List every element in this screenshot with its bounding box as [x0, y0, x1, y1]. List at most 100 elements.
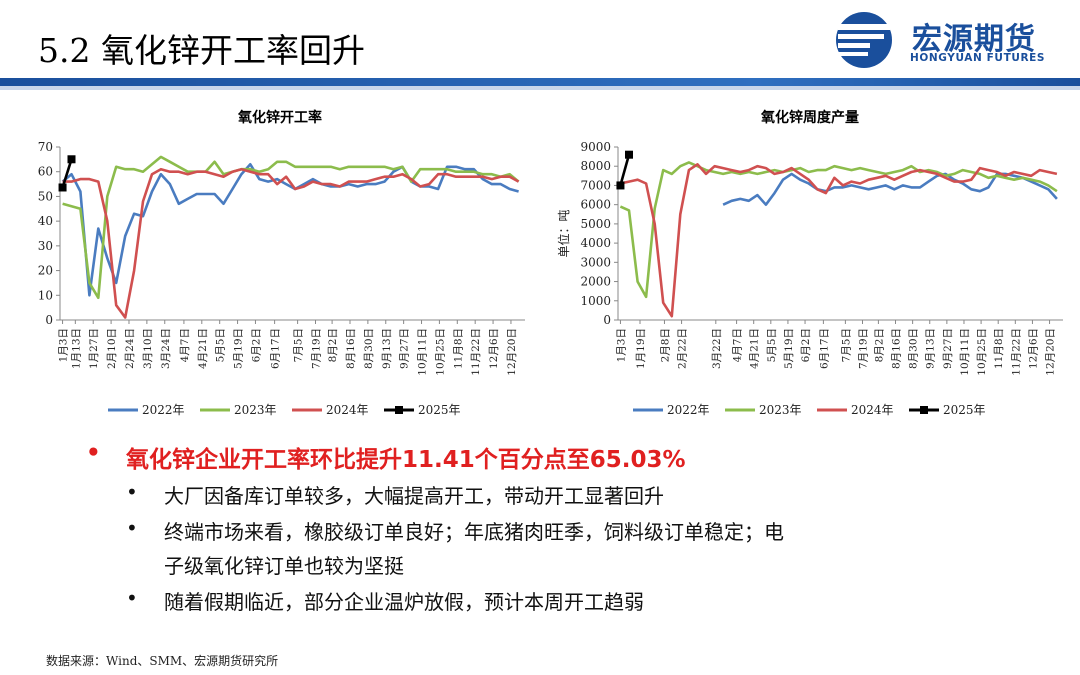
sub-bullet-text: 随着假期临近，部分企业温炉放假，预计本周开工趋弱	[164, 590, 644, 614]
x-tick-label: 1月27日	[88, 328, 100, 369]
chart-title: 氧化锌开工率	[237, 109, 322, 126]
x-tick-label: 5月19日	[783, 328, 795, 369]
x-tick-label: 3月10日	[142, 328, 154, 369]
legend-label: 2023年	[759, 403, 802, 417]
x-tick-label: 4月7日	[179, 328, 191, 362]
x-tick-label: 1月3日	[615, 328, 627, 362]
x-tick-label: 8月16日	[345, 328, 357, 369]
main-bullet-text: 氧化锌企业开工率环比提升11.41个百分点至65.03%	[126, 447, 686, 473]
y-tick-label: 2000	[580, 275, 611, 289]
y-tick-label: 70	[38, 140, 53, 154]
x-tick-label: 6月17日	[270, 328, 282, 369]
x-tick-label: 6月17日	[818, 328, 830, 369]
x-tick-label: 5月5日	[766, 328, 778, 362]
legend-label: 2022年	[667, 403, 710, 417]
x-tick-label: 9月27日	[399, 328, 411, 369]
x-tick-label: 2月22日	[677, 328, 689, 369]
x-tick-label: 2月10日	[106, 328, 118, 369]
legend-label: 2024年	[851, 403, 894, 417]
x-tick-label: 8月2日	[327, 328, 339, 362]
series-line	[61, 158, 73, 188]
series-line	[61, 163, 519, 297]
legend-label: 2023年	[234, 403, 277, 417]
page-title: 5.2 氧化锌开工率回升	[38, 31, 365, 70]
legend-label: 2024年	[326, 403, 369, 417]
x-tick-label: 1月3日	[58, 328, 70, 362]
y-tick-label: 5000	[580, 217, 611, 231]
y-tick-label: 1000	[580, 294, 611, 308]
sub-bullet-text: 子级氧化锌订单也较为坚挺	[164, 554, 404, 578]
x-tick-label: 7月5日	[293, 328, 305, 362]
bullet-marker: •	[126, 586, 138, 610]
logo-en-text: HONGYUAN FUTURES	[910, 52, 1046, 64]
x-tick-label: 11月8日	[993, 328, 1005, 369]
y-tick-label: 50	[38, 189, 53, 203]
x-tick-label: 8月2日	[873, 328, 885, 362]
x-tick-label: 12月20日	[506, 328, 518, 376]
utilization-chart: 氧化锌开工率 0 10 20 30 40 50 60 70 1月3日 1月13日 1月27日 2月10…	[38, 109, 525, 417]
x-tick-label: 8月30日	[363, 328, 375, 369]
x-tick-label: 10月25日	[434, 328, 446, 376]
legend-marker	[395, 406, 403, 414]
legend-marker	[920, 406, 928, 414]
y-tick-label: 30	[38, 239, 53, 253]
x-tick-label: 5月19日	[233, 328, 245, 369]
x-tick-label: 1月19日	[635, 328, 647, 369]
output-chart: 氧化锌周度产量 0 1000 2000 3000 4000 5000 6000 7000 800…	[556, 109, 1063, 417]
x-tick-label: 3月24日	[160, 328, 172, 369]
y-tick-label: 20	[38, 264, 53, 278]
x-tick-label: 1月13日	[70, 328, 82, 369]
series-line	[619, 154, 631, 186]
bullet-marker: •	[126, 480, 138, 504]
y-tick-label: 7000	[580, 178, 611, 192]
x-tick-label: 2月24日	[124, 328, 136, 369]
logo-cn-text: 宏源期货	[912, 22, 1036, 57]
y-tick-label: 40	[38, 214, 53, 228]
x-tick-label: 10月25日	[976, 328, 988, 376]
x-tick-label: 3月22日	[711, 328, 723, 369]
y-tick-label: 0	[45, 313, 53, 327]
sub-bullet-text: 终端市场来看，橡胶级订单良好；年底猪肉旺季，饲料级订单稳定；电	[164, 520, 784, 544]
legend-label: 2025年	[418, 403, 461, 417]
x-tick-label: 11月22日	[470, 328, 482, 376]
x-tick-label: 4月21日	[197, 328, 209, 369]
hongyuan-logo-icon	[836, 12, 892, 68]
series-line	[62, 167, 520, 319]
y-tick-label: 9000	[580, 140, 611, 154]
legend-label: 2025年	[943, 403, 986, 417]
x-tick-label: 2月8日	[659, 328, 671, 362]
x-tick-label: 6月2日	[800, 328, 812, 362]
y-tick-label: 4000	[580, 236, 611, 250]
x-tick-label: 10月11日	[417, 328, 429, 376]
x-tick-label: 8月16日	[891, 328, 903, 369]
x-tick-label: 10月11日	[959, 328, 971, 376]
y-tick-label: 10	[38, 288, 53, 302]
series-point	[58, 183, 67, 192]
y-tick-label: 8000	[580, 159, 611, 173]
series-point	[616, 181, 625, 190]
x-tick-label: 4月7日	[732, 328, 744, 362]
legend-label: 2022年	[142, 403, 185, 417]
series-point	[625, 150, 634, 159]
sub-bullet-text: 大厂因备库订单较多，大幅提高开工，带动开工显著回升	[164, 484, 664, 508]
x-tick-label: 4月21日	[749, 328, 761, 369]
series-line	[62, 155, 520, 300]
header-divider	[0, 78, 1080, 90]
x-tick-label: 7月19日	[310, 328, 322, 369]
x-tick-label: 12月20日	[1045, 328, 1057, 376]
x-tick-label: 5月5日	[215, 328, 227, 362]
x-tick-label: 12月6日	[488, 328, 500, 369]
series-line	[620, 163, 1058, 318]
x-tick-label: 11月8日	[452, 328, 464, 369]
y-tick-label: 3000	[580, 255, 611, 269]
y-tick-label: 60	[38, 165, 53, 179]
x-tick-label: 7月19日	[858, 328, 870, 369]
series-point	[67, 155, 76, 164]
x-tick-label: 8月30日	[908, 328, 920, 369]
x-tick-label: 6月2日	[250, 328, 262, 362]
chart-title: 氧化锌周度产量	[760, 109, 859, 126]
x-tick-label: 12月6日	[1027, 328, 1039, 369]
y-tick-label: 6000	[580, 198, 611, 212]
x-tick-label: 9月13日	[381, 328, 393, 369]
x-tick-label: 11月22日	[1010, 328, 1022, 376]
